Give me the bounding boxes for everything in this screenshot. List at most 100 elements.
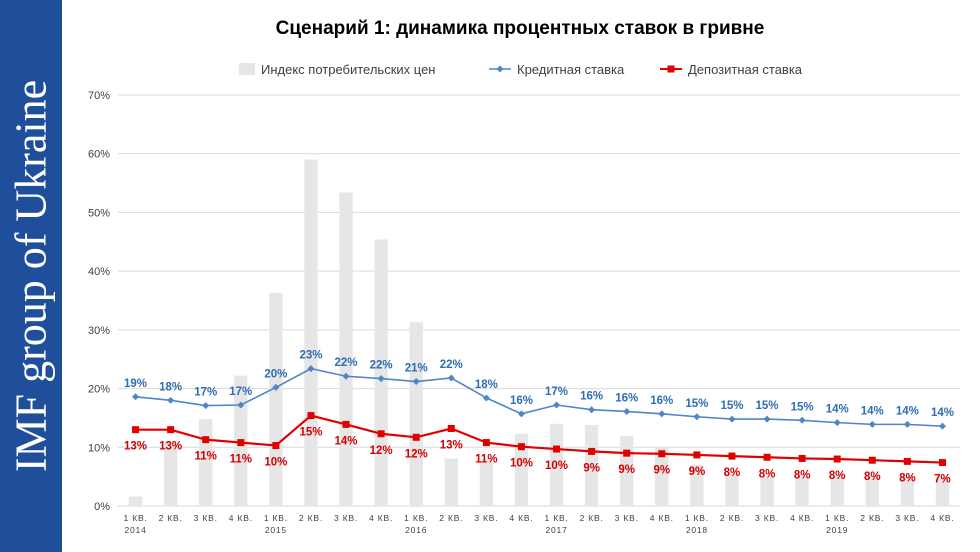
deposit-rate-data-label: 13% [440,439,463,451]
x-tick-label: 1 КВ. [124,513,148,523]
x-tick-label: 2 КВ. [299,513,323,523]
credit-rate-data-label: 14% [826,404,849,416]
credit-rate-data-label: 15% [756,400,779,412]
deposit-rate-point [412,433,420,441]
deposit-rate-point [447,424,455,432]
credit-rate-point [307,365,315,373]
deposit-rate-point [658,450,666,458]
cpi-bar [269,292,283,506]
cpi-bar [865,476,879,506]
cpi-bar [409,322,423,506]
x-tick-label: 3 КВ. [474,513,498,523]
deposit-rate-point [307,412,315,420]
deposit-rate-point [868,456,876,464]
cpi-bar [444,458,458,506]
x-tick-year-label: 2015 [265,525,287,535]
credit-rate-data-label: 17% [545,386,568,398]
legend-item-cpi: Индекс потребительских цен [239,62,435,77]
deposit-rate-point [553,445,561,453]
credit-rate-data-label: 14% [931,407,954,419]
credit-rate-point [693,413,701,421]
deposit-rate-data-label: 9% [653,465,670,477]
x-tick-label: 3 КВ. [895,513,919,523]
deposit-rate-point [167,426,175,434]
deposit-rate-line [135,414,943,464]
x-tick-label: 1 КВ. [264,513,288,523]
x-tick-label: 4 КВ. [369,513,393,523]
cpi-bar [690,464,704,506]
chart-title: Сценарий 1: динамика процентных ставок в… [276,18,765,39]
credit-rate-data-label: 14% [861,405,884,417]
x-tick-year-label: 2016 [405,525,427,535]
credit-rate-data-label: 18% [159,381,182,393]
deposit-rate-point [903,457,911,465]
deposit-rate-point [588,447,596,455]
deposit-rate-point [377,430,385,438]
deposit-rate-data-label: 8% [829,470,846,482]
legend-marker-credit [496,65,504,73]
deposit-rate-data-label: 8% [864,471,881,483]
deposit-rate-data-label: 12% [405,448,428,460]
deposit-rate-point [517,443,525,451]
credit-rate-point [412,378,420,386]
credit-rate-point [588,406,596,414]
deposit-rate-data-label: 8% [899,472,916,484]
legend-marker-deposit [667,65,675,73]
credit-rate-point [132,393,140,401]
x-tick-label: 2 КВ. [159,513,183,523]
y-axis: 0% 10% 20% 30% 40% 50% 60% 70% [88,90,110,513]
credit-rate-data-label: 16% [615,392,638,404]
y-tick-label: 30% [88,325,110,337]
legend-label-cpi: Индекс потребительских цен [261,62,435,77]
credit-rate-point [342,372,350,380]
credit-rate-point [202,402,210,410]
deposit-rate-point [202,436,210,444]
x-tick-label: 4 КВ. [509,513,533,523]
deposit-rate-data-label: 10% [545,460,568,472]
cpi-bar [655,446,669,506]
cpi-bar [795,476,809,506]
deposit-rate-data-label: 10% [264,457,287,469]
deposit-rate-data-label: 11% [475,454,497,466]
credit-rate-data-label: 18% [475,379,498,391]
deposit-rate-point [237,439,245,447]
legend-swatch-cpi [239,63,255,75]
deposit-rate-point [938,459,946,467]
credit-rate-data-label: 23% [299,350,322,362]
cpi-bar [760,476,774,506]
cpi-bar [830,476,844,506]
deposit-rate-data-label: 7% [934,474,951,486]
credit-rate-line [135,367,943,427]
x-tick-label: 3 КВ. [194,513,218,523]
x-tick-year-label: 2017 [545,525,567,535]
y-tick-label: 50% [88,207,110,219]
credit-rate-point [272,383,280,391]
deposit-rate-data-label: 12% [370,445,393,457]
cpi-bar [163,441,178,506]
legend-item-credit: Кредитная ставка [489,62,625,77]
credit-rate-point [658,410,666,418]
legend: Индекс потребительских цен Кредитная ста… [239,62,803,77]
y-tick-label: 20% [88,384,110,396]
credit-rate-point [517,410,525,418]
credit-rate-point [833,419,841,427]
credit-rate-point [728,415,736,423]
cpi-bar [935,476,950,506]
deposit-rate-series: 13% 13% 11% 11% 10% 15% 14% 12% 12% 13% 11% 10% 10% 9… [124,412,951,486]
x-tick-label: 1 КВ. [404,513,428,523]
credit-rate-point [553,401,561,409]
cpi-bar [549,423,564,506]
credit-rate-series: 19% 18% 17% 17% 20% 23% 22% 22% 21% 22% 18% 16% 17% 1… [124,350,954,430]
x-tick-year-label: 2019 [826,525,848,535]
credit-rate-point [482,394,490,402]
x-tick-label: 1 КВ. [685,513,709,523]
credit-rate-point [623,407,631,415]
deposit-rate-point [693,451,701,459]
deposit-rate-point [728,452,736,460]
y-tick-label: 70% [88,90,110,102]
deposit-rate-point [132,426,140,434]
sidebar-brand-text: IMF group of Ukraine [6,79,56,473]
deposit-rate-data-label: 15% [299,427,322,439]
deposit-rate-data-label: 9% [689,466,706,478]
credit-rate-data-label: 15% [720,400,743,412]
